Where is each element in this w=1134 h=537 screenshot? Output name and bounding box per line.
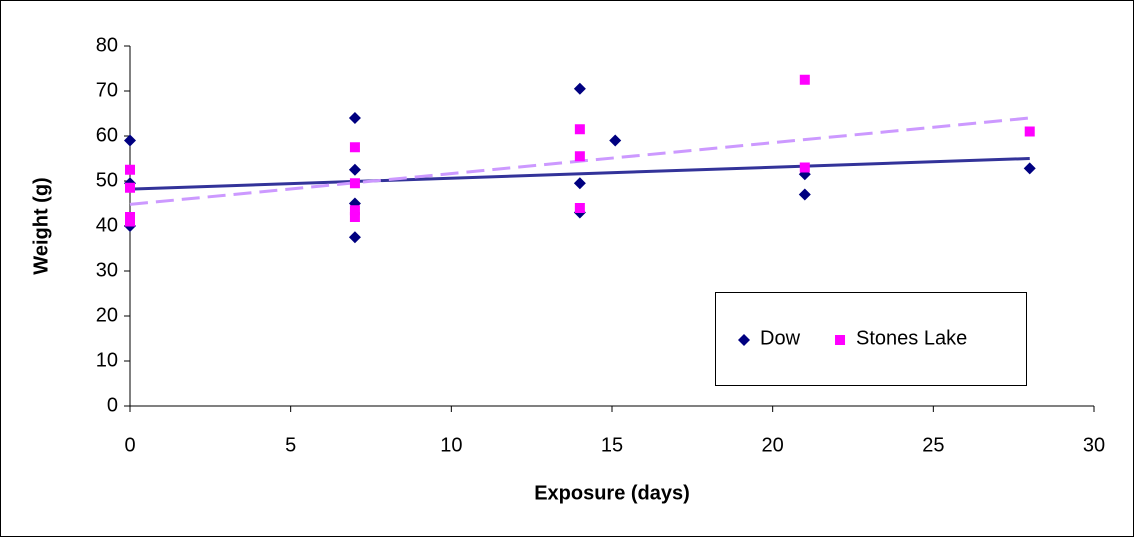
x-tick-label: 15 <box>601 434 623 456</box>
y-tick-label: 50 <box>96 169 118 191</box>
data-point <box>125 182 135 193</box>
data-point <box>349 142 360 153</box>
y-tick-label: 10 <box>96 349 118 371</box>
y-tick-label: 20 <box>96 304 118 326</box>
data-point <box>349 178 360 189</box>
data-point <box>574 124 585 135</box>
data-point <box>798 188 811 201</box>
x-tick-label: 20 <box>762 434 784 456</box>
data-point <box>348 163 361 176</box>
x-tick-label: 10 <box>440 434 462 456</box>
x-tick-label: 0 <box>124 434 135 456</box>
data-point <box>574 151 585 162</box>
legend-marker <box>835 335 846 345</box>
data-point <box>124 134 136 147</box>
y-tick-label: 0 <box>107 394 118 416</box>
data-point <box>799 162 810 173</box>
legend-label: Stones Lake <box>856 327 967 349</box>
data-point <box>573 177 586 190</box>
legend-marker <box>738 334 750 346</box>
data-point <box>125 164 135 175</box>
data-point <box>799 74 810 85</box>
x-tick-label: 30 <box>1083 434 1105 456</box>
x-tick-label: 5 <box>285 434 296 456</box>
legend-box <box>715 292 1027 386</box>
y-tick-label: 60 <box>96 124 118 146</box>
y-tick-label: 40 <box>96 214 118 236</box>
data-point <box>1024 126 1035 137</box>
data-point <box>609 134 622 147</box>
data-point <box>573 82 586 95</box>
y-tick-label: 30 <box>96 259 118 281</box>
trendline <box>129 157 1030 191</box>
y-axis-title: Weight (g) <box>30 177 52 274</box>
data-point <box>349 205 360 216</box>
y-tick-label: 80 <box>96 34 118 56</box>
data-point <box>574 203 585 213</box>
data-point <box>348 231 361 244</box>
legend-label: Dow <box>760 327 801 349</box>
data-point <box>1023 162 1036 175</box>
x-axis-title: Exposure (days) <box>534 482 690 504</box>
y-tick-label: 70 <box>96 79 118 101</box>
data-point <box>348 112 361 124</box>
x-tick-label: 25 <box>922 434 944 456</box>
data-point <box>125 216 135 227</box>
data-point <box>349 212 360 222</box>
